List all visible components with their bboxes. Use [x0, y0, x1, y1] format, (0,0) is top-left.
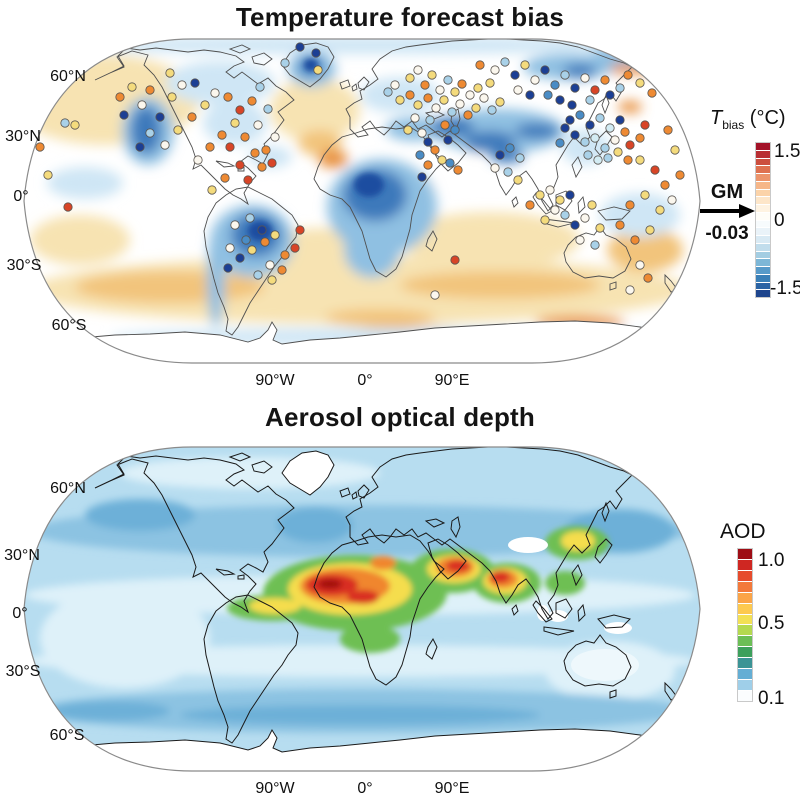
gm-value: -0.03 — [705, 222, 749, 244]
tbias-tick-min: -1.5 — [770, 278, 800, 299]
lat-label-30s: 30°S — [5, 663, 41, 680]
aod-tick-min: 0.1 — [758, 688, 785, 709]
lat-label-30n: 30°N — [5, 128, 41, 145]
station-dots — [35, 42, 685, 300]
lat-label-30s: 30°S — [6, 257, 42, 274]
lon-label-90w: 90°W — [255, 372, 295, 389]
aod-tick-max: 1.0 — [758, 550, 785, 571]
aerosol-panel-title: Aerosol optical depth — [264, 402, 535, 432]
gm-label: GM — [710, 181, 744, 203]
global-mean-annotation: GM -0.03 — [697, 182, 757, 244]
gm-arrow-icon — [700, 204, 755, 218]
lon-label-90w: 90°W — [255, 780, 295, 797]
temperature-field-shading — [24, 39, 690, 346]
aod-colorbar-title: AOD — [720, 520, 766, 543]
temperature-bias-map — [23, 38, 701, 364]
map-outline — [23, 38, 701, 364]
lat-label-60s: 60°S — [49, 727, 85, 744]
tbias-tick-max: 1.5 — [774, 141, 800, 162]
map-outline — [23, 446, 701, 772]
tbias-tick-zero: 0 — [774, 210, 785, 231]
tbias-colorbar-title: Tbias (°C) — [710, 107, 786, 132]
lon-label-90e: 90°E — [434, 780, 470, 797]
lat-label-60s: 60°S — [51, 317, 87, 334]
lon-label-90e: 90°E — [434, 372, 470, 389]
lon-label-0: 0° — [357, 780, 373, 797]
tbias-colorbar — [755, 142, 771, 298]
temperature-panel-title: Temperature forecast bias — [235, 2, 565, 32]
temperature-field-deep-cores — [248, 59, 384, 241]
lat-label-0: 0° — [12, 605, 28, 622]
aod-dust-plume — [227, 526, 609, 653]
aod-tick-mid: 0.5 — [758, 613, 785, 634]
aerosol-optical-depth-map — [23, 446, 701, 772]
lon-label-0: 0° — [357, 372, 373, 389]
lat-label-60n: 60°N — [50, 68, 86, 85]
aod-colorbar — [737, 548, 753, 702]
lat-label-0: 0° — [13, 188, 29, 205]
lat-label-60n: 60°N — [50, 480, 86, 497]
lat-label-30n: 30°N — [4, 547, 40, 564]
